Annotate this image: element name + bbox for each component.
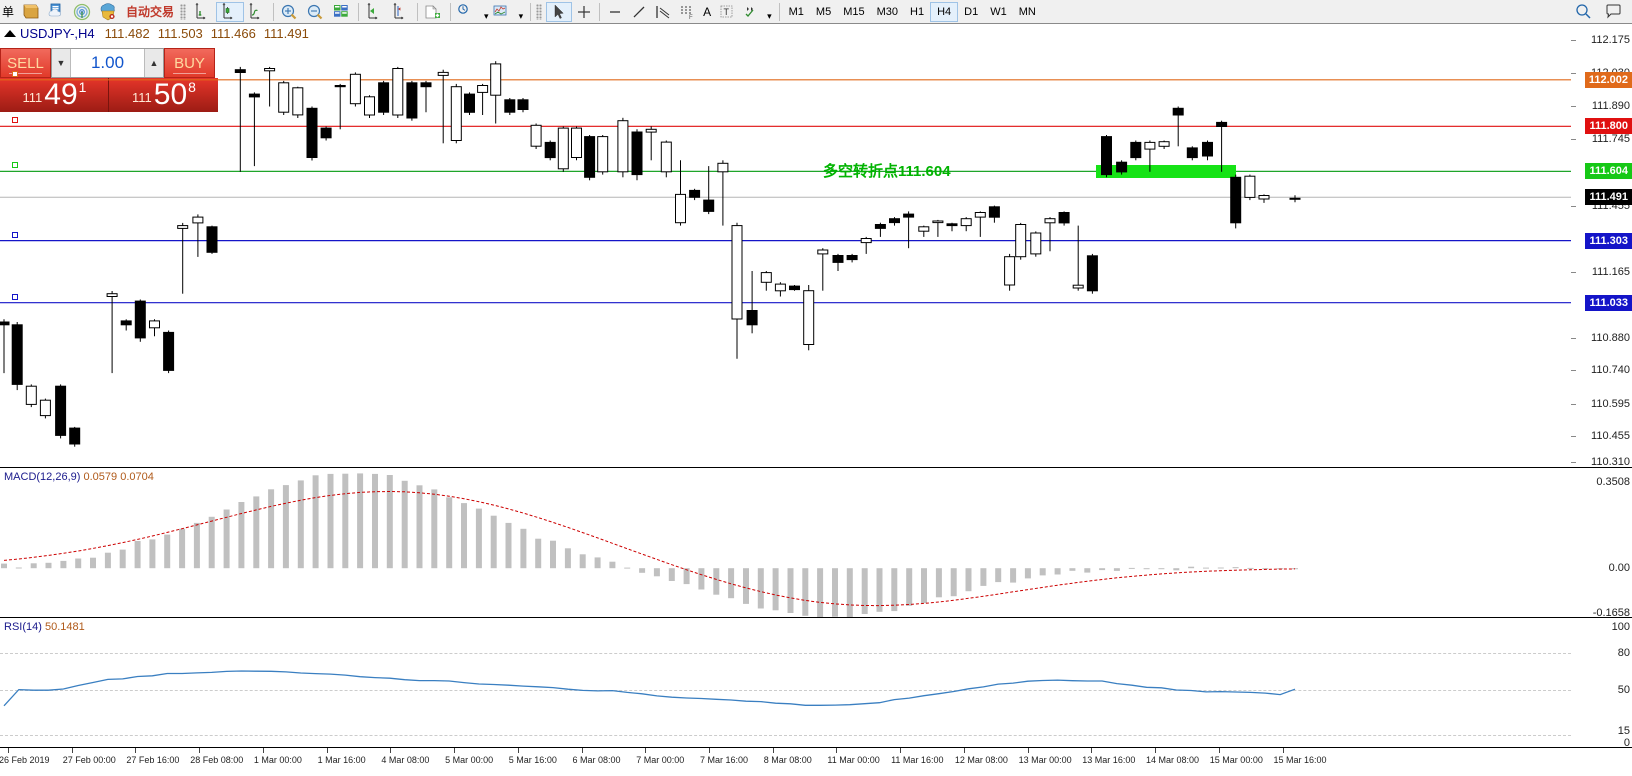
svg-text:T: T — [724, 7, 730, 17]
svg-text:F: F — [689, 15, 693, 21]
